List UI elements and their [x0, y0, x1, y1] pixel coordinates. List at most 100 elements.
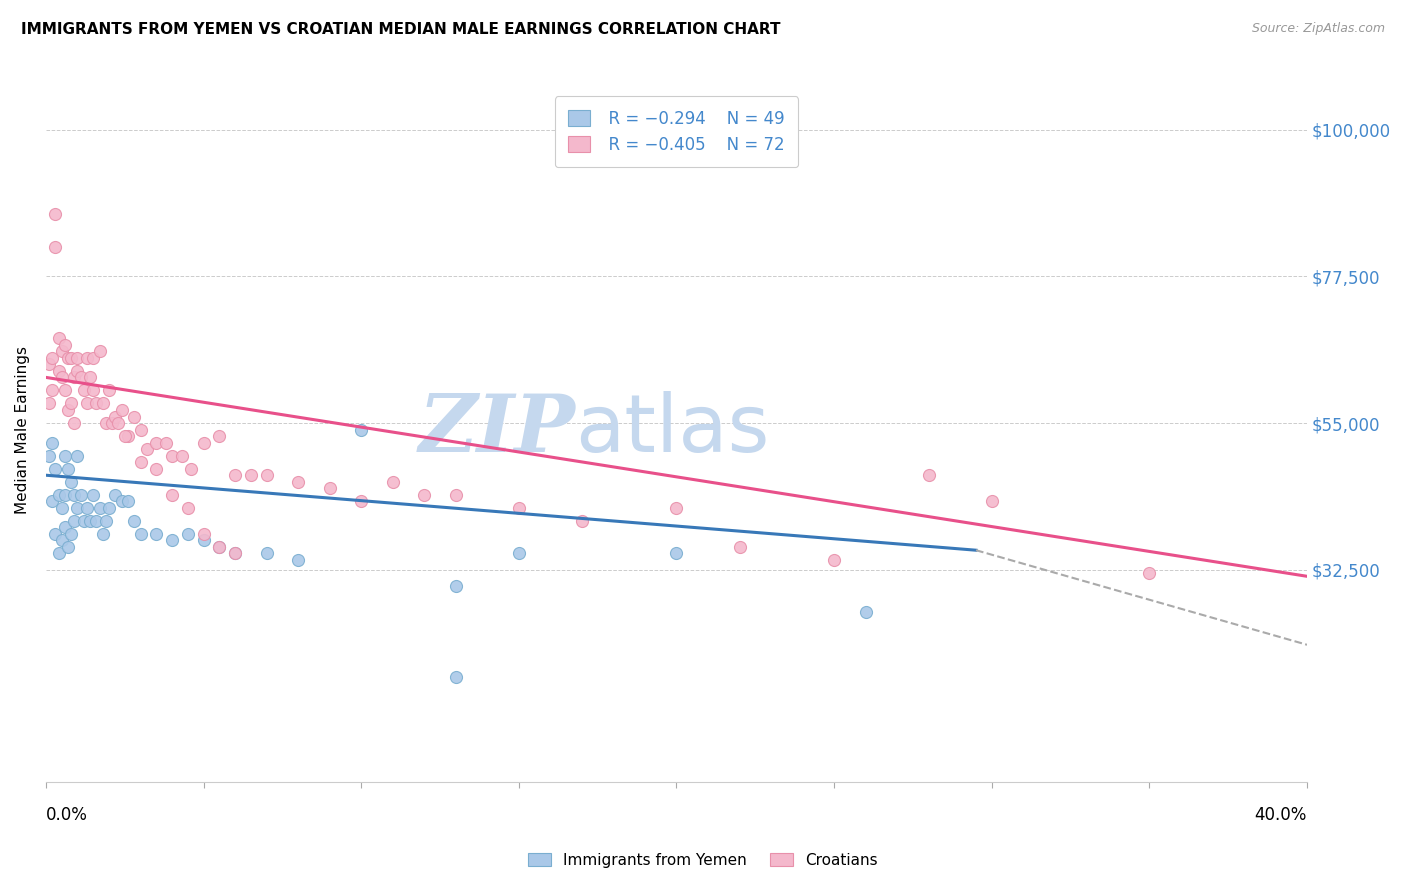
- Point: [53, 520, 76, 534]
- Point: [98, 500, 121, 515]
- Legend:   R = −0.294    N = 49,   R = −0.405    N = 72: R = −0.294 N = 49, R = −0.405 N = 72: [555, 96, 799, 168]
- Point: [60, 396, 83, 410]
- Point: [918, 468, 941, 483]
- Point: [38, 396, 60, 410]
- Point: [63, 416, 86, 430]
- Point: [56, 403, 79, 417]
- Point: [104, 488, 127, 502]
- Point: [51, 533, 73, 548]
- Point: [170, 449, 193, 463]
- Point: [66, 500, 89, 515]
- Point: [571, 514, 593, 528]
- Point: [69, 370, 91, 384]
- Point: [855, 605, 877, 619]
- Point: [41, 435, 63, 450]
- Point: [41, 384, 63, 398]
- Point: [44, 527, 66, 541]
- Point: [94, 514, 117, 528]
- Point: [208, 540, 231, 554]
- Point: [208, 429, 231, 443]
- Point: [60, 475, 83, 489]
- Point: [48, 364, 70, 378]
- Point: [44, 461, 66, 475]
- Point: [82, 351, 104, 365]
- Point: [89, 500, 111, 515]
- Point: [53, 488, 76, 502]
- Point: [69, 488, 91, 502]
- Point: [76, 396, 98, 410]
- Point: [76, 500, 98, 515]
- Point: [60, 351, 83, 365]
- Point: [193, 533, 215, 548]
- Point: [53, 338, 76, 352]
- Point: [56, 351, 79, 365]
- Point: [444, 488, 467, 502]
- Point: [114, 429, 136, 443]
- Point: [51, 344, 73, 359]
- Point: [38, 449, 60, 463]
- Point: [160, 533, 183, 548]
- Y-axis label: Median Male Earnings: Median Male Earnings: [15, 345, 30, 514]
- Point: [508, 546, 530, 560]
- Point: [318, 481, 340, 495]
- Point: [145, 527, 167, 541]
- Point: [122, 514, 145, 528]
- Point: [155, 435, 177, 450]
- Point: [48, 488, 70, 502]
- Point: [91, 527, 114, 541]
- Point: [111, 403, 134, 417]
- Point: [86, 396, 108, 410]
- Point: [79, 514, 101, 528]
- Point: [239, 468, 262, 483]
- Point: [91, 396, 114, 410]
- Point: [111, 494, 134, 508]
- Point: [117, 429, 139, 443]
- Point: [82, 384, 104, 398]
- Point: [180, 461, 202, 475]
- Point: [76, 351, 98, 365]
- Point: [66, 449, 89, 463]
- Point: [94, 416, 117, 430]
- Point: [160, 449, 183, 463]
- Point: [350, 494, 373, 508]
- Point: [193, 527, 215, 541]
- Point: [53, 449, 76, 463]
- Point: [82, 488, 104, 502]
- Point: [444, 670, 467, 684]
- Point: [38, 357, 60, 371]
- Point: [41, 351, 63, 365]
- Point: [980, 494, 1002, 508]
- Point: [86, 514, 108, 528]
- Point: [107, 416, 129, 430]
- Text: ZIP: ZIP: [419, 391, 575, 468]
- Point: [287, 553, 309, 567]
- Point: [101, 416, 124, 430]
- Point: [73, 514, 96, 528]
- Point: [117, 494, 139, 508]
- Point: [381, 475, 404, 489]
- Text: 40.0%: 40.0%: [1254, 806, 1308, 824]
- Point: [104, 409, 127, 424]
- Point: [48, 331, 70, 345]
- Point: [56, 461, 79, 475]
- Point: [224, 468, 246, 483]
- Point: [63, 488, 86, 502]
- Point: [145, 435, 167, 450]
- Point: [60, 527, 83, 541]
- Point: [177, 500, 200, 515]
- Text: Source: ZipAtlas.com: Source: ZipAtlas.com: [1251, 22, 1385, 36]
- Point: [665, 500, 688, 515]
- Point: [44, 240, 66, 254]
- Point: [48, 546, 70, 560]
- Point: [63, 370, 86, 384]
- Point: [135, 442, 157, 457]
- Point: [728, 540, 751, 554]
- Point: [41, 494, 63, 508]
- Point: [53, 384, 76, 398]
- Legend: Immigrants from Yemen, Croatians: Immigrants from Yemen, Croatians: [520, 845, 886, 875]
- Point: [224, 546, 246, 560]
- Text: atlas: atlas: [575, 391, 770, 468]
- Point: [350, 423, 373, 437]
- Text: IMMIGRANTS FROM YEMEN VS CROATIAN MEDIAN MALE EARNINGS CORRELATION CHART: IMMIGRANTS FROM YEMEN VS CROATIAN MEDIAN…: [21, 22, 780, 37]
- Point: [665, 546, 688, 560]
